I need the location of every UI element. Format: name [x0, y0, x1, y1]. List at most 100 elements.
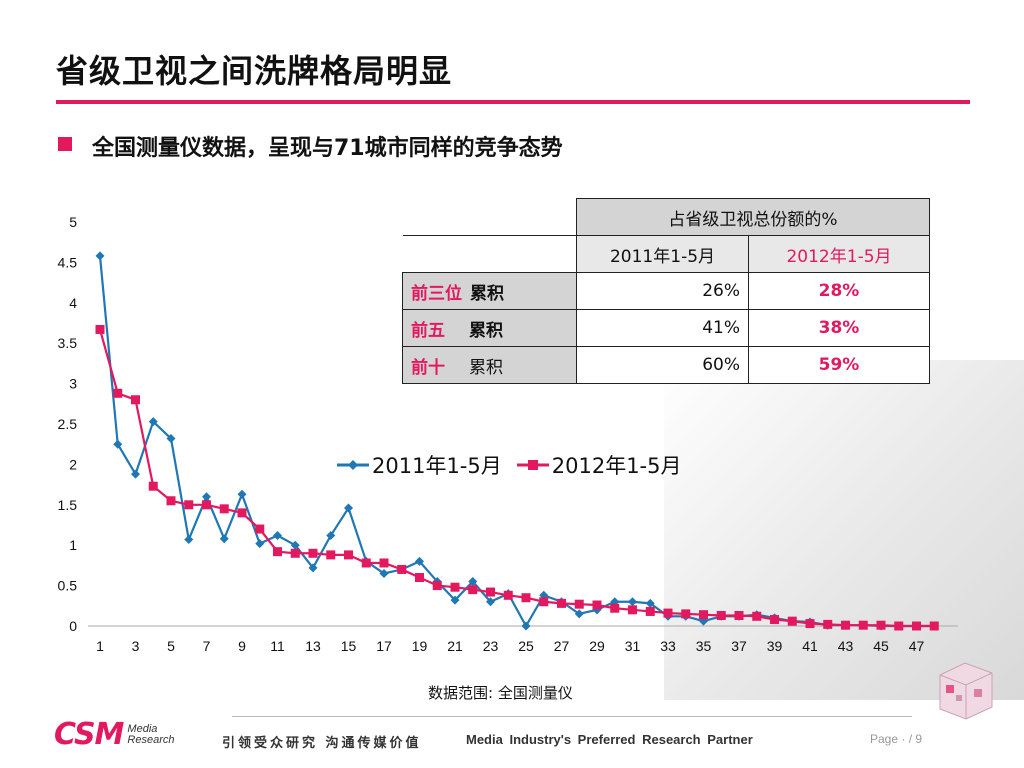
x-tick-label: 1: [96, 638, 104, 654]
x-tick-label: 43: [838, 638, 854, 654]
data-point-square: [574, 599, 584, 609]
data-point-square: [255, 524, 265, 534]
data-point-diamond: [521, 621, 531, 631]
legend-label-2011: 2011年1-5月: [372, 454, 502, 478]
data-point-square: [166, 496, 176, 506]
cumulative-label: 累积: [470, 283, 504, 304]
data-point-square: [113, 388, 123, 398]
y-axis-ticks: 0 0.5 1 1.5 2 2.5 3 3.5 4 4.5 5: [58, 214, 78, 634]
legend-label-2012: 2012年1-5月: [551, 454, 682, 478]
data-point-square: [610, 603, 620, 613]
legend-item-2012: 2012年1-5月: [516, 450, 682, 480]
logo-subtext: Media Research: [127, 724, 174, 746]
y-tick-label: 1.5: [58, 497, 78, 513]
data-point-diamond: [202, 492, 211, 502]
table-header: 占省级卫视总份额的%: [576, 198, 930, 236]
data-point-diamond: [95, 251, 105, 261]
background-shade: [664, 360, 1024, 700]
row-label: 前三位 累积: [402, 272, 577, 310]
data-point-square: [770, 615, 779, 625]
x-tick-label: 7: [203, 638, 211, 654]
y-tick-label: 3.5: [58, 335, 78, 351]
data-point-square: [592, 600, 602, 610]
x-tick-label: 21: [447, 638, 463, 654]
data-source-note: 数据范围: 全国测量仪: [428, 684, 573, 702]
diamond-marker-icon: [337, 460, 369, 470]
y-tick-label: 4.5: [58, 254, 78, 270]
logo-sub-media: Media: [127, 723, 158, 735]
y-tick-label: 1: [69, 537, 77, 553]
x-tick-label: 17: [376, 638, 392, 654]
data-point-diamond: [131, 469, 140, 479]
data-point-diamond: [113, 439, 123, 449]
data-point-square: [308, 548, 318, 558]
x-tick-label: 41: [802, 638, 818, 654]
x-tick-label: 29: [589, 638, 605, 654]
y-tick-label: 2.5: [58, 416, 78, 432]
data-point-square: [237, 508, 247, 518]
logo-text: CSM: [54, 717, 124, 752]
value-2011: 60%: [576, 346, 749, 384]
data-point-diamond: [628, 597, 637, 607]
subtitle: 全国测量仪数据，呈现与71城市同样的竞争态势: [92, 136, 563, 161]
data-point-square: [521, 593, 531, 603]
data-point-square: [716, 610, 726, 620]
x-tick-label: 31: [625, 638, 641, 654]
value-2012: 59%: [748, 346, 930, 384]
data-point-square: [397, 564, 407, 574]
data-point-square: [645, 606, 655, 616]
data-point-square: [415, 573, 424, 583]
cumulative-label: 累积: [469, 357, 503, 378]
data-point-square: [894, 621, 904, 631]
title-divider: [56, 100, 970, 104]
x-tick-label: 3: [132, 638, 140, 654]
data-point-square: [148, 481, 158, 491]
y-tick-label: 3: [69, 376, 77, 392]
x-tick-label: 23: [483, 638, 499, 654]
data-point-square: [557, 598, 566, 608]
data-point-diamond: [290, 540, 300, 550]
data-point-square: [929, 621, 939, 631]
table-corner-blank: [402, 198, 577, 236]
data-point-square: [450, 582, 460, 592]
data-point-diamond: [486, 597, 495, 607]
x-tick-label: 19: [412, 638, 428, 654]
x-tick-label: 33: [660, 638, 676, 654]
x-tick-label: 37: [731, 638, 747, 654]
data-point-square: [681, 609, 691, 619]
data-point-diamond: [166, 434, 176, 444]
rank-label: 前十: [411, 357, 445, 378]
data-point-square: [628, 605, 637, 615]
chart-legend: 2011年1-5月 2012年1-5月: [336, 450, 696, 480]
logo-sub-research: Research: [127, 734, 175, 746]
y-tick-label: 0.5: [58, 578, 78, 594]
x-tick-label: 15: [341, 638, 357, 654]
data-point-square: [841, 620, 850, 630]
rank-label: 前五: [411, 320, 445, 341]
data-point-square: [273, 547, 282, 557]
data-point-square: [823, 619, 833, 629]
table-row: 前三位 累积 26% 28%: [402, 272, 930, 310]
y-tick-label: 4: [69, 295, 77, 311]
data-point-square: [699, 610, 708, 620]
x-tick-label: 5: [167, 638, 175, 654]
data-point-square: [503, 590, 513, 600]
data-point-square: [95, 324, 105, 334]
x-tick-label: 27: [554, 638, 570, 654]
page-number: Page · / 9: [870, 732, 923, 746]
x-tick-label: 35: [696, 638, 712, 654]
data-point-square: [539, 597, 549, 607]
data-point-square: [805, 619, 815, 629]
data-point-diamond: [574, 609, 584, 619]
data-point-diamond: [415, 556, 424, 566]
data-point-diamond: [273, 531, 282, 541]
table-col-2012: 2012年1-5月: [748, 235, 930, 273]
data-point-diamond: [237, 489, 247, 499]
value-2011: 26%: [576, 272, 749, 310]
data-point-diamond: [308, 563, 318, 573]
slogan-chinese: 引领受众研究 沟通传媒价值: [222, 736, 422, 751]
rank-label: 前三位: [411, 283, 462, 304]
data-point-diamond: [255, 539, 265, 549]
data-point-square: [876, 620, 886, 630]
y-tick-label: 5: [69, 214, 77, 230]
